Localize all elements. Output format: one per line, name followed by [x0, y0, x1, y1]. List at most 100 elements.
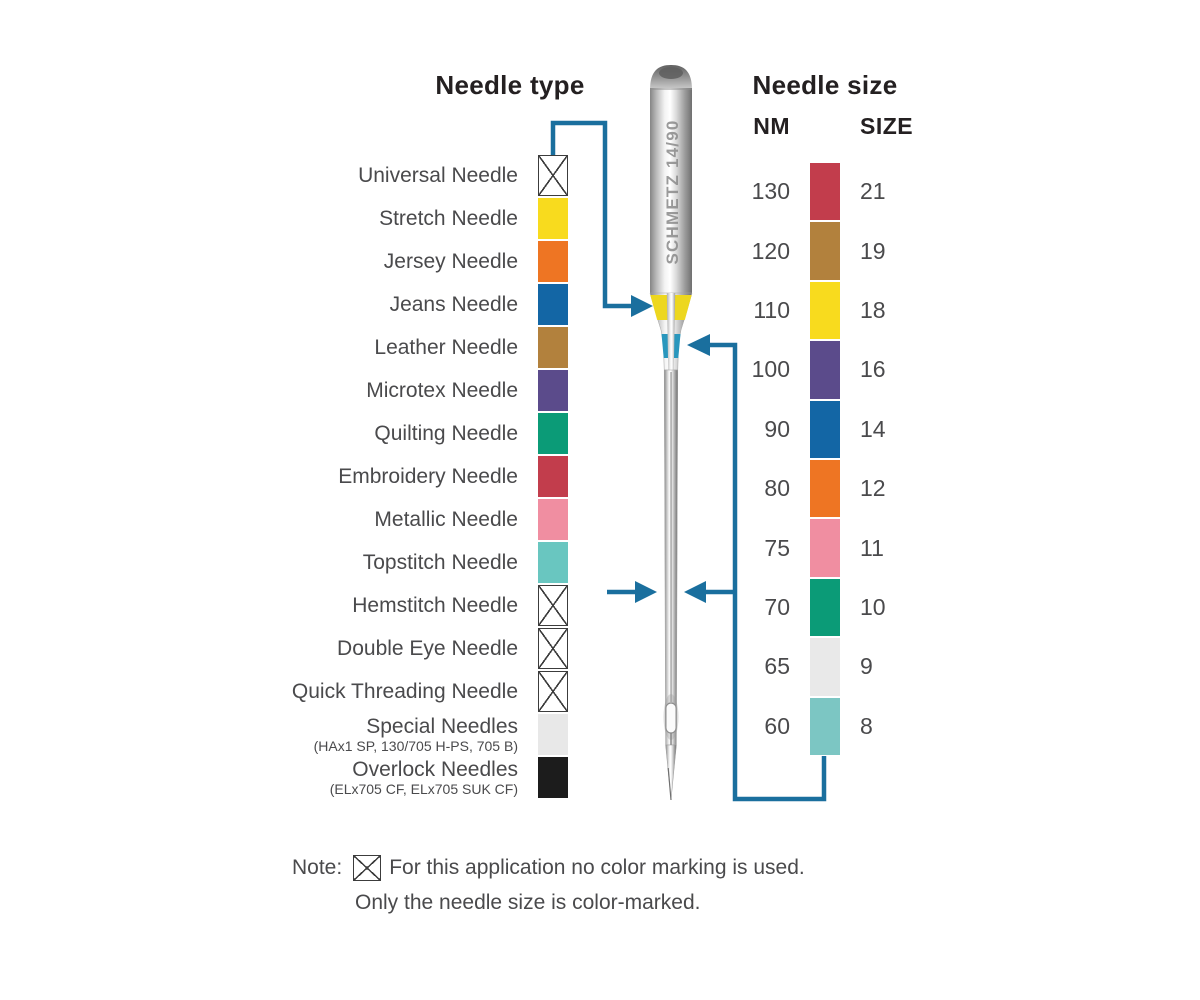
needle-type-row: Stretch Needle: [120, 198, 568, 239]
needle-size-row: 65 9: [735, 638, 886, 696]
needle-type-row: Double Eye Needle: [120, 628, 568, 669]
color-swatch: [538, 198, 568, 239]
needle-type-swatch: [538, 241, 568, 282]
needle-type-row: Leather Needle: [120, 327, 568, 368]
needle-point: [665, 744, 677, 801]
size-value: 18: [860, 296, 886, 323]
nm-value: 130: [751, 178, 790, 205]
note: Note: For this application no color mark…: [292, 855, 805, 915]
color-swatch: [538, 413, 568, 454]
needle-type-label: Metallic Needle: [374, 507, 518, 531]
nm-value: 120: [751, 237, 790, 264]
nm-value: 65: [764, 653, 790, 680]
needle-size-swatch: [810, 222, 840, 280]
needle-type-label: Topstitch Needle: [362, 550, 518, 574]
color-swatch: [810, 578, 840, 637]
needle-brand-text: SCHMETZ 14/90: [663, 119, 682, 264]
needle-type-swatch: [538, 198, 568, 239]
needle-size-row: 70 10: [735, 578, 886, 637]
color-swatch: [538, 327, 568, 368]
no-color-marking-icon: [538, 671, 568, 712]
needle-type-swatch: [538, 370, 568, 411]
nm-value: 110: [753, 296, 790, 323]
needle-type-swatch: [538, 413, 568, 454]
note-text-line1: For this application no color marking is…: [389, 856, 805, 879]
needle-type-swatch: [538, 585, 568, 626]
needle-type-label: Quilting Needle: [374, 421, 518, 445]
color-swatch: [538, 241, 568, 282]
color-swatch: [538, 542, 568, 583]
needle-type-row: Universal Needle: [120, 155, 568, 196]
needle-cap-highlight: [659, 67, 683, 79]
needle-type-label: Embroidery Needle: [338, 464, 518, 488]
needle-type-label: Universal Needle: [358, 163, 518, 187]
needle-type-swatch: [538, 671, 568, 712]
size-value: 16: [860, 356, 886, 383]
needle-size-swatch: [810, 638, 840, 696]
size-value: 11: [860, 534, 884, 561]
needle-illustration: SCHMETZ 14/90: [649, 65, 693, 801]
needle-type-swatch: [538, 155, 568, 196]
needle-type-row: Jersey Needle: [120, 241, 568, 282]
color-swatch: [810, 459, 840, 518]
nm-value: 100: [751, 356, 790, 383]
needle-size-swatch: [810, 578, 840, 637]
size-value: 14: [860, 415, 886, 442]
needle-type-row: Hemstitch Needle: [120, 585, 568, 626]
needle-type-label: Leather Needle: [374, 335, 518, 359]
color-swatch: [810, 697, 840, 755]
color-swatch: [810, 400, 840, 458]
needle-type-list: Universal Needle Stretch Needle: [120, 155, 568, 798]
needle-type-sublabel: (HAx1 SP, 130/705 H-PS, 705 B): [313, 738, 518, 754]
needle-size-row: 80 12: [735, 459, 886, 518]
needle-type-row: Overlock Needles (ELx705 CF, ELx705 SUK …: [120, 757, 568, 798]
needle-type-label: Jeans Needle: [389, 292, 518, 316]
color-swatch: [810, 163, 840, 221]
needle-type-label: Double Eye Needle: [337, 636, 518, 660]
needle-tip-edge: [667, 767, 672, 801]
needle-type-swatch: [538, 542, 568, 583]
needle-size-swatch: [810, 400, 840, 458]
needle-type-row: Quick Threading Needle: [120, 671, 568, 712]
nm-value: 80: [764, 475, 790, 502]
needle-type-swatch: [538, 628, 568, 669]
no-color-marking-icon: [538, 628, 568, 669]
needle-size-title: Needle size: [752, 70, 898, 100]
needle-size-swatch: [810, 519, 840, 577]
nm-column-header: NM: [753, 113, 790, 139]
needle-type-row: Metallic Needle: [120, 499, 568, 540]
color-swatch: [810, 281, 840, 340]
needle-type-swatch: [538, 284, 568, 325]
needle-size-row: 75 11: [735, 519, 886, 577]
size-value: 10: [860, 593, 886, 620]
needle-type-row: Special Needles (HAx1 SP, 130/705 H-PS, …: [120, 714, 568, 755]
needle-shank: [650, 88, 692, 293]
needle-type-label: Microtex Needle: [366, 378, 518, 402]
nm-value: 75: [764, 534, 790, 561]
needle-type-swatch: [538, 757, 568, 798]
needle-size-row: 130 21: [735, 163, 886, 221]
no-color-marking-icon: [538, 155, 568, 196]
needle-type-row: Quilting Needle: [120, 413, 568, 454]
needle-type-label: Stretch Needle: [379, 206, 518, 230]
nm-value: 90: [764, 415, 790, 442]
color-swatch: [810, 519, 840, 577]
needle-size-swatch: [810, 459, 840, 518]
needle-type-title: Needle type: [435, 70, 585, 100]
needle-type-label: Jersey Needle: [383, 249, 518, 273]
size-value: 19: [860, 237, 886, 264]
needle-size-list: 130 21 120 19 110 18: [735, 163, 886, 755]
needle-size-swatch: [810, 281, 840, 340]
needle-type-row: Microtex Needle: [120, 370, 568, 411]
needle-type-row: Embroidery Needle: [120, 456, 568, 497]
needle-type-swatch: [538, 456, 568, 497]
needle-size-row: 60 8: [735, 697, 886, 755]
color-swatch: [810, 222, 840, 280]
color-swatch: [538, 370, 568, 411]
color-swatch: [810, 341, 840, 399]
color-swatch: [538, 757, 568, 798]
needle-size-swatch: [810, 163, 840, 221]
needle-groove: [670, 372, 672, 702]
color-swatch: [538, 284, 568, 325]
